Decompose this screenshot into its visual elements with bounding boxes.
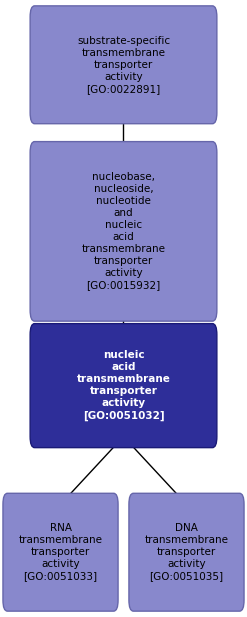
Text: nucleic
acid
transmembrane
transporter
activity
[GO:0051032]: nucleic acid transmembrane transporter a… xyxy=(77,350,170,421)
FancyBboxPatch shape xyxy=(30,142,217,321)
FancyBboxPatch shape xyxy=(30,6,217,123)
FancyBboxPatch shape xyxy=(30,324,217,448)
Text: RNA
transmembrane
transporter
activity
[GO:0051033]: RNA transmembrane transporter activity [… xyxy=(19,523,103,581)
Text: DNA
transmembrane
transporter
activity
[GO:0051035]: DNA transmembrane transporter activity [… xyxy=(144,523,228,581)
Text: substrate-specific
transmembrane
transporter
activity
[GO:0022891]: substrate-specific transmembrane transpo… xyxy=(77,36,170,94)
Text: nucleobase,
nucleoside,
nucleotide
and
nucleic
acid
transmembrane
transporter
ac: nucleobase, nucleoside, nucleotide and n… xyxy=(82,172,165,291)
FancyBboxPatch shape xyxy=(129,494,244,611)
FancyBboxPatch shape xyxy=(3,494,118,611)
